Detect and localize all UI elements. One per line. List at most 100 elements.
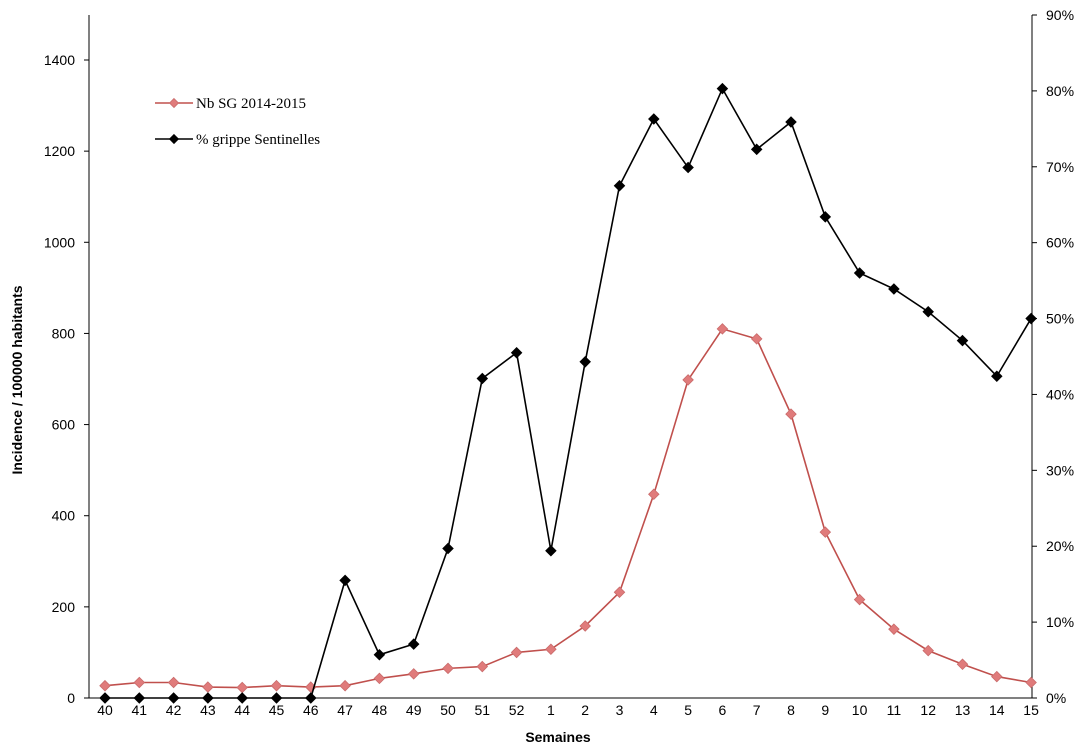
left-tick-label: 600: [52, 417, 76, 433]
data-point: [1025, 312, 1037, 325]
data-point: [270, 679, 283, 692]
data-point: [648, 113, 660, 125]
data-point: [476, 372, 489, 385]
x-tick-label: 2: [581, 702, 589, 718]
legend: Nb SG 2014-2015 % grippe Sentinelles: [155, 96, 320, 148]
data-point: [716, 323, 729, 335]
data-point: [339, 574, 351, 587]
data-point: [1025, 676, 1037, 689]
series-line: [104, 327, 1032, 689]
data-point: [819, 526, 832, 538]
left-tick-label: 1200: [44, 143, 75, 159]
legend-marker-nb-sg: [168, 97, 180, 109]
right-tick-label: 0%: [1046, 690, 1066, 706]
right-tick-label: 50%: [1046, 311, 1074, 327]
data-point: [167, 692, 180, 704]
data-point: [476, 660, 489, 673]
right-tick-label: 60%: [1046, 235, 1074, 251]
data-point: [133, 692, 146, 704]
legend-label-grippe-sentinelles: % grippe Sentinelles: [196, 132, 320, 148]
data-point: [579, 620, 591, 632]
x-tick-label: 14: [989, 702, 1005, 718]
axes: [88, 15, 1033, 699]
x-tick-label: 5: [684, 702, 692, 718]
legend-label-nb-sg: Nb SG 2014-2015: [196, 96, 306, 112]
x-tick-label: 6: [719, 702, 727, 718]
left-tick-label: 800: [52, 325, 76, 341]
x-ticks: 40 41 42 43 44 45 46 47 48 49 50 51 52 1 2 3 4 5 6 7 8 9 10 11 1…: [97, 702, 1039, 718]
data-point: [545, 643, 557, 656]
data-point: [510, 646, 523, 659]
data-point: [236, 692, 248, 704]
data-point: [750, 143, 763, 156]
right-tick-label: 20%: [1046, 538, 1074, 554]
right-tick-label: 90%: [1046, 7, 1074, 23]
data-point: [270, 692, 283, 704]
x-tick-label: 46: [303, 702, 319, 718]
x-tick-label: 47: [337, 702, 353, 718]
data-point: [99, 679, 111, 692]
data-point: [613, 586, 626, 599]
data-point: [853, 593, 866, 606]
series-line: [105, 86, 1032, 699]
left-tick-label: 0: [67, 690, 75, 706]
data-point: [442, 542, 454, 555]
left-tick-label: 400: [52, 508, 76, 524]
data-point: [785, 408, 797, 420]
data-point: [716, 82, 729, 95]
data-point: [202, 692, 214, 704]
x-tick-label: 3: [616, 702, 624, 718]
data-point: [133, 676, 146, 689]
data-point: [373, 672, 386, 685]
x-tick-label: 11: [887, 702, 902, 718]
x-tick-label: 45: [269, 702, 285, 718]
data-point: [682, 374, 694, 386]
x-tick-label: 9: [821, 702, 829, 718]
x-tick-label: 48: [372, 702, 388, 718]
right-tick-label: 30%: [1046, 462, 1074, 478]
x-tick-label: 15: [1023, 702, 1039, 718]
x-tick-label: 12: [920, 702, 936, 718]
x-tick-label: 10: [852, 702, 868, 718]
x-tick-label: 40: [97, 702, 113, 718]
right-tick-label: 70%: [1046, 159, 1074, 175]
series-nb-sg: [99, 323, 1037, 694]
x-tick-label: 44: [234, 702, 250, 718]
x-tick-label: 4: [650, 702, 658, 718]
x-tick-label: 8: [787, 702, 795, 718]
data-point: [682, 161, 694, 174]
x-tick-label: 49: [406, 702, 422, 718]
data-point: [991, 670, 1003, 683]
left-tick-label: 200: [52, 599, 76, 615]
data-point: [236, 681, 248, 694]
data-point: [510, 346, 523, 359]
data-point: [956, 658, 969, 671]
x-tick-label: 43: [200, 702, 216, 718]
left-y-ticks: 0 200 400 600 800 1000 1200 1400: [44, 52, 89, 706]
data-point: [956, 334, 969, 347]
data-point: [922, 305, 934, 318]
data-point: [991, 370, 1003, 382]
x-tick-label: 13: [955, 702, 971, 718]
data-point: [648, 488, 660, 501]
series-layer: [99, 82, 1037, 704]
data-point: [442, 662, 454, 675]
data-point: [202, 681, 214, 693]
data-point: [305, 692, 317, 704]
data-point: [853, 267, 866, 279]
data-point: [373, 648, 386, 661]
x-tick-label: 50: [440, 702, 456, 718]
y-axis-title: Incidence / 100000 habitants: [9, 285, 25, 474]
x-tick-label: 52: [509, 702, 525, 718]
x-tick-label: 7: [753, 702, 761, 718]
x-tick-label: 51: [475, 702, 491, 718]
left-tick-label: 1000: [44, 234, 75, 250]
data-point: [167, 676, 180, 689]
legend-marker-grippe-sentinelles: [168, 133, 180, 145]
data-point: [888, 283, 900, 295]
data-point: [339, 679, 351, 692]
data-point: [819, 211, 832, 223]
x-tick-label: 1: [547, 702, 555, 718]
data-point: [922, 644, 934, 657]
